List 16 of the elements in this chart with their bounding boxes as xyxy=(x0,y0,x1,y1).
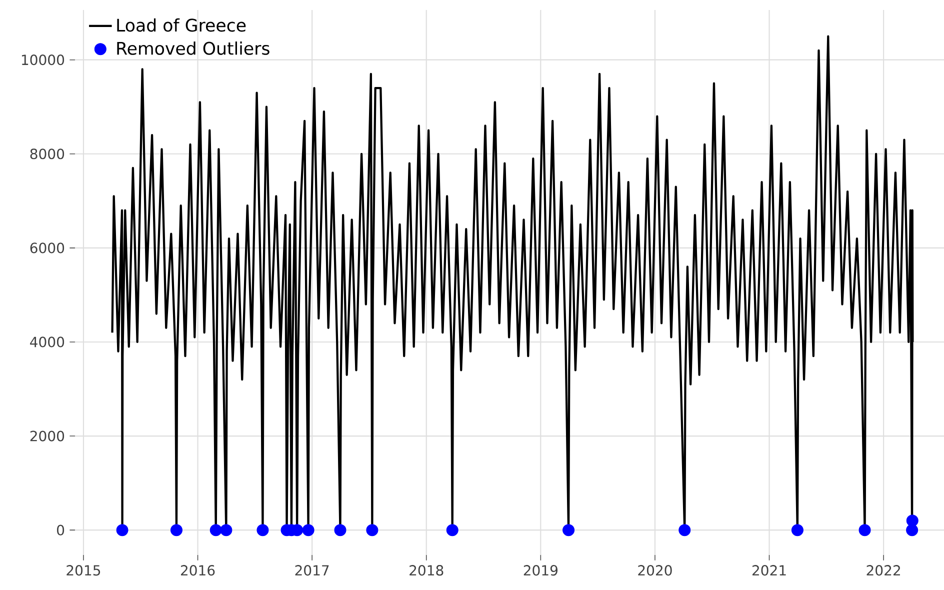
x-tick-label: 2016 xyxy=(180,565,215,576)
x-tick-label: 2019 xyxy=(524,565,558,576)
x-tick-label: 2022 xyxy=(866,565,900,576)
legend-label: Removed Outliers xyxy=(117,41,270,55)
x-tick-label: 2021 xyxy=(752,565,786,576)
x-tick-label: 2018 xyxy=(410,565,444,576)
y-tick-label: 2000 xyxy=(30,430,64,442)
y-tick-label: 0 xyxy=(57,524,64,536)
x-tick-label: 2017 xyxy=(295,565,329,576)
x-tick-label: 2020 xyxy=(638,565,672,576)
y-tick-label: 10000 xyxy=(22,54,64,66)
y-tick-label: 6000 xyxy=(30,242,64,254)
legend-label: Load of Greece xyxy=(117,18,246,32)
y-tick-label: 4000 xyxy=(30,336,64,348)
x-tick-label: 2015 xyxy=(66,565,100,576)
y-tick-label: 8000 xyxy=(30,148,64,160)
